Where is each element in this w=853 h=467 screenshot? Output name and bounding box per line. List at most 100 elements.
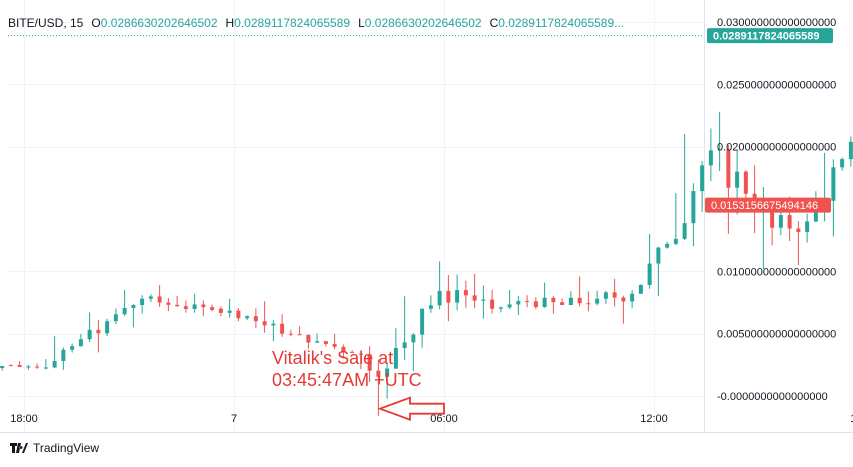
candle <box>87 312 92 342</box>
candle <box>52 336 57 369</box>
tradingview-icon <box>10 443 28 453</box>
candle <box>682 134 687 241</box>
candle <box>288 329 293 337</box>
candle-body <box>122 307 127 315</box>
candle-body <box>35 366 40 368</box>
candle-body <box>315 341 320 343</box>
candle <box>131 304 136 328</box>
candle-body <box>385 368 390 377</box>
candle <box>805 213 810 243</box>
annotation-arrow <box>377 396 445 421</box>
candle-body <box>481 299 486 301</box>
candle-body <box>280 323 285 334</box>
candle-body <box>735 171 740 188</box>
tradingview-logo[interactable]: TradingView <box>10 441 99 455</box>
time-tick-label: 7 <box>231 413 237 425</box>
candle <box>35 363 40 369</box>
candle-body <box>665 243 670 248</box>
candle <box>332 333 337 350</box>
candle <box>778 208 783 236</box>
candle-body <box>551 297 556 303</box>
candle-body <box>726 149 731 188</box>
candle-body <box>577 297 582 304</box>
candle <box>105 318 110 337</box>
current-price-tag: 0.0289117824065589 <box>707 28 833 44</box>
candle-body <box>323 341 328 345</box>
high-label: H <box>225 16 235 30</box>
candle <box>533 297 538 309</box>
time-tick-label: 18:00 <box>10 413 38 425</box>
annotation-line-2: 03:45:47AM +UTC <box>272 370 422 390</box>
symbol-label: BITE/USD, 15 <box>8 16 84 30</box>
candle <box>560 298 565 306</box>
candle <box>113 308 118 325</box>
price-tick-label: 0.020000000000000000 <box>717 142 836 154</box>
candle-body <box>236 310 241 319</box>
candle-body <box>498 307 503 309</box>
price-axis[interactable]: 0.030000000000000000 0.025000000000000000… <box>717 17 836 403</box>
candle-body <box>358 353 363 355</box>
candle <box>122 290 127 317</box>
candle-body <box>26 366 31 368</box>
candle <box>280 314 285 337</box>
candle <box>175 296 180 307</box>
candle <box>428 295 433 313</box>
candle-body <box>647 263 652 286</box>
candle <box>140 295 145 314</box>
candle <box>481 285 486 319</box>
candle <box>595 290 600 306</box>
candle-body <box>437 290 442 306</box>
candle-body <box>288 333 293 335</box>
high-value: 0.0289117824065589 <box>234 16 351 30</box>
candle-body <box>700 165 705 192</box>
candle <box>796 221 801 266</box>
candle-body <box>446 290 451 303</box>
candle-body <box>630 293 635 302</box>
candle-body <box>8 364 13 366</box>
candle-body <box>96 329 101 334</box>
candle <box>673 193 678 246</box>
candle <box>472 273 477 309</box>
last-price-tag: 0.0153156675494146 <box>705 197 831 213</box>
candle-body <box>227 310 232 313</box>
candle-body <box>297 334 302 336</box>
candle <box>385 364 390 399</box>
candle-body <box>332 344 337 347</box>
candle-body <box>157 296 162 303</box>
candle-body <box>463 290 468 296</box>
candle <box>621 295 626 324</box>
price-tick-label: -0.0000000000000000 <box>717 391 828 403</box>
candle <box>210 304 215 312</box>
candle <box>848 136 853 167</box>
candle <box>192 293 197 313</box>
price-tick-label: 0.025000000000000000 <box>717 79 836 91</box>
candle-body <box>148 296 153 299</box>
open-value: 0.0286630202646502 <box>100 16 218 30</box>
candle-body <box>743 171 748 194</box>
candle <box>638 284 643 294</box>
candle-body <box>568 297 573 305</box>
candle-body <box>595 298 600 304</box>
candle <box>455 274 460 311</box>
candle-body <box>61 349 66 362</box>
candle <box>665 241 670 249</box>
candle-body <box>805 221 810 233</box>
price-tick-label: 0.030000000000000000 <box>717 17 836 29</box>
grid-lines <box>8 0 704 432</box>
candle <box>498 306 503 313</box>
candle-body <box>402 342 407 348</box>
close-value: 0.0289117824065589... <box>498 16 625 30</box>
candle <box>420 308 425 348</box>
candle-body <box>78 339 83 347</box>
candle-body <box>175 304 180 307</box>
candle-body <box>472 295 477 301</box>
candle-body <box>638 285 643 294</box>
close-label: C <box>489 16 499 30</box>
candle <box>70 343 75 353</box>
candle-body <box>253 316 258 322</box>
candle <box>393 328 398 369</box>
candle <box>831 159 836 237</box>
candle-body <box>87 329 92 340</box>
